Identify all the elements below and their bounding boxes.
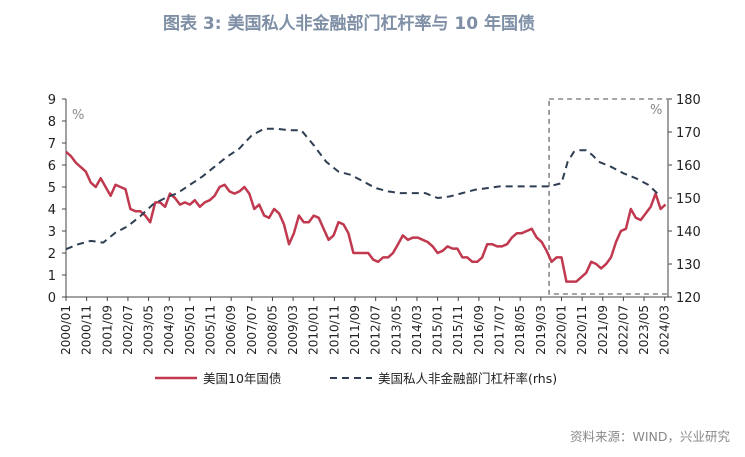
x-tick-label: 2000/01 — [59, 305, 73, 355]
left-axis-unit: % — [72, 108, 84, 123]
x-tick-label: 2020/01 — [554, 305, 568, 355]
x-tick-label: 2024/03 — [658, 305, 672, 355]
x-tick-label: 2007/07 — [245, 305, 259, 355]
left-tick-label: 9 — [48, 93, 56, 108]
source-note: 资料来源：WIND，兴业研究 — [570, 429, 731, 444]
x-tick-label: 2008/05 — [265, 305, 279, 355]
left-tick-label: 0 — [48, 291, 56, 306]
x-tick-label: 2016/09 — [472, 305, 486, 355]
x-tick-label: 2010/01 — [307, 305, 321, 355]
right-axis-unit: % — [650, 103, 662, 118]
right-tick-label: 160 — [676, 159, 701, 174]
right-tick-label: 140 — [676, 225, 701, 240]
left-tick-label: 6 — [48, 159, 56, 174]
series-line-leverage — [65, 127, 662, 251]
right-tick-label: 130 — [676, 258, 701, 273]
highlight-box — [548, 98, 669, 295]
left-tick-label: 1 — [48, 269, 56, 284]
x-tick-label: 2021/09 — [596, 305, 610, 355]
x-tick-label: 2003/05 — [142, 305, 156, 355]
x-tick-label: 2012/07 — [369, 305, 383, 355]
series-line-treasury — [65, 150, 667, 283]
right-tick-label: 120 — [676, 291, 701, 306]
x-tick-label: 2019/03 — [534, 305, 548, 355]
x-tick-label: 2005/11 — [204, 305, 218, 355]
x-tick-label: 2002/07 — [121, 305, 135, 355]
left-tick-label: 7 — [48, 137, 56, 152]
x-tick-label: 2013/05 — [389, 305, 403, 355]
x-tick-label: 2023/05 — [637, 305, 651, 355]
x-tick-label: 2005/01 — [183, 305, 197, 355]
right-tick-label: 180 — [676, 93, 701, 108]
x-tick-label: 2014/03 — [410, 305, 424, 355]
legend: 美国10年国债 美国私人非金融部门杠杆率(rhs) — [155, 371, 557, 386]
chart-title: 图表 3: 美国私人非金融部门杠杆率与 10 年国债 — [163, 13, 535, 34]
x-tick-label: 2001/09 — [100, 305, 114, 355]
x-tick-label: 2015/01 — [431, 305, 445, 355]
x-tick-label: 2000/11 — [80, 305, 94, 355]
x-tick-label: 2010/11 — [327, 305, 341, 355]
left-tick-label: 8 — [48, 115, 56, 130]
x-tick-label: 2006/09 — [224, 305, 238, 355]
x-tick-label: 2017/07 — [493, 305, 507, 355]
x-tick-label: 2018/05 — [513, 305, 527, 355]
plot-area: 0 1 2 3 4 5 6 7 8 9 120 130 140 150 160 170 180 2000/01 20… — [48, 93, 701, 355]
x-tick-label: 2009/03 — [286, 305, 300, 355]
left-tick-label: 3 — [48, 225, 56, 240]
left-tick-label: 4 — [48, 203, 56, 218]
left-tick-label: 2 — [48, 247, 56, 262]
legend-label-leverage: 美国私人非金融部门杠杆率(rhs) — [378, 371, 557, 386]
right-tick-label: 170 — [676, 126, 701, 141]
x-tick-label: 2020/11 — [575, 305, 589, 355]
x-tick-label: 2022/07 — [616, 305, 630, 355]
left-tick-label: 5 — [48, 181, 56, 196]
right-tick-label: 150 — [676, 192, 701, 207]
legend-label-treasury: 美国10年国债 — [203, 371, 281, 386]
x-tick-label: 2015/11 — [451, 305, 465, 355]
x-tick-label: 2004/03 — [162, 305, 176, 355]
x-tick-label: 2011/09 — [348, 305, 362, 355]
